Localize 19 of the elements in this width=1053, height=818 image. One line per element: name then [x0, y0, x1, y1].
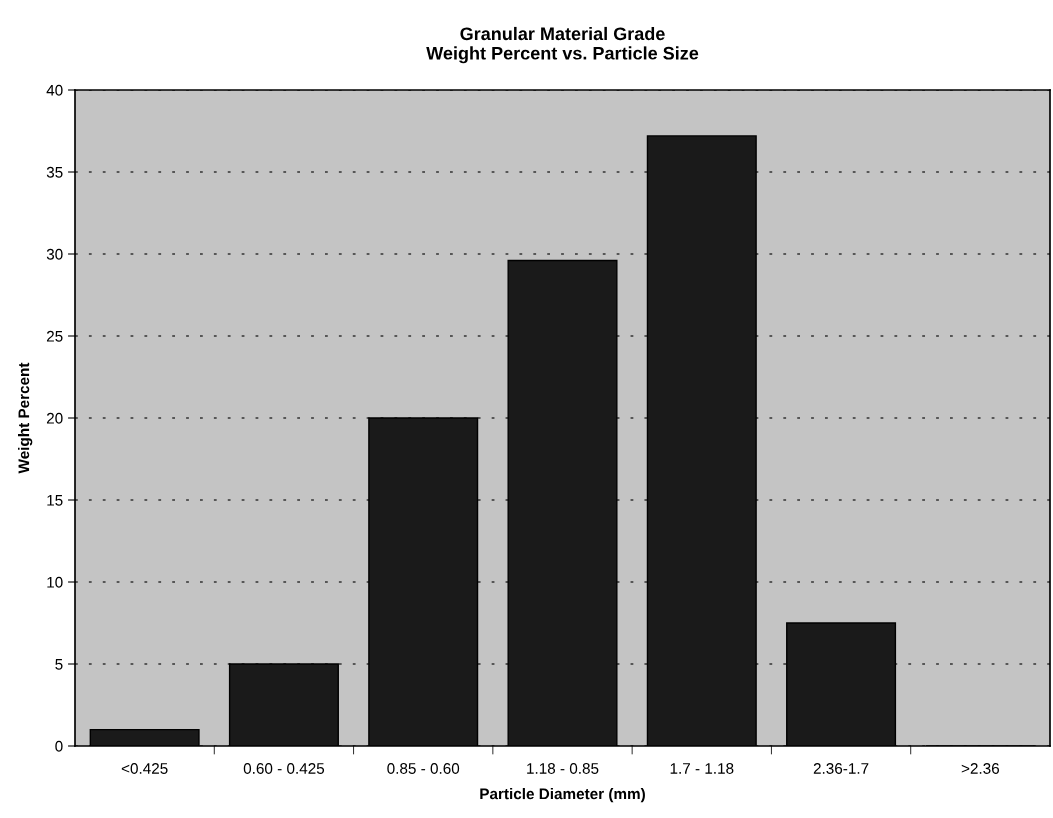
x-tick-label: 0.60 - 0.425: [243, 763, 325, 774]
y-tick-label: 0: [55, 740, 63, 752]
y-tick-label: 20: [46, 412, 63, 424]
y-tick-label: 5: [55, 659, 63, 670]
y-tick-label: 40: [46, 84, 63, 96]
y-tick-label: 30: [46, 248, 63, 260]
x-tick-label: 1.7 - 1.18: [670, 763, 734, 774]
x-tick-label: 0.85 - 0.60: [387, 763, 460, 774]
y-tick-label: 25: [46, 330, 63, 342]
x-tick-label: >2.36: [961, 763, 1000, 774]
y-tick-label: 15: [47, 495, 63, 506]
y-tick-label: 10: [47, 576, 63, 588]
x-axis-title: Particle Diameter (mm): [480, 788, 645, 803]
chart-title: Granular Material Grade Weight Percent vs. Particle Size: [426, 26, 699, 64]
y-tick-label: 35: [46, 166, 63, 178]
x-tick-label: <0.425: [121, 763, 168, 774]
y-axis-title: Weight Percent: [18, 362, 33, 474]
x-tick-label: 1.18 - 0.85: [527, 763, 599, 774]
x-tick-label: 2.36-1.7: [813, 763, 869, 774]
